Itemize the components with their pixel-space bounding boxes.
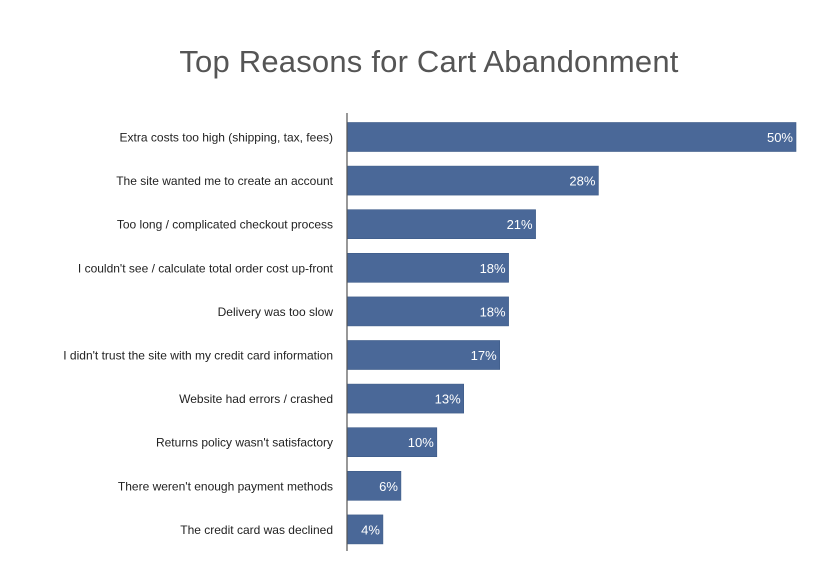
bar xyxy=(346,383,464,414)
category-label: I didn't trust the site with my credit c… xyxy=(63,349,333,363)
category-label: Delivery was too slow xyxy=(218,305,334,319)
category-label: The site wanted me to create an account xyxy=(116,174,333,188)
bar xyxy=(346,296,509,327)
category-label: Too long / complicated checkout process xyxy=(117,218,333,232)
data-label: 28% xyxy=(569,174,595,189)
bar xyxy=(346,122,797,152)
bar xyxy=(346,340,500,370)
data-label: 50% xyxy=(767,130,793,145)
category-label: Website had errors / crashed xyxy=(179,392,333,406)
bar xyxy=(346,209,536,239)
category-label: Extra costs too high (shipping, tax, fee… xyxy=(120,131,333,145)
bar xyxy=(346,427,438,458)
data-label: 21% xyxy=(507,217,533,232)
chart-title: Top Reasons for Cart Abandonment xyxy=(179,44,679,79)
category-label: There weren't enough payment methods xyxy=(118,479,333,493)
data-label: 18% xyxy=(480,304,506,319)
data-label: 6% xyxy=(379,479,398,494)
data-label: 17% xyxy=(471,348,497,363)
data-label: 18% xyxy=(480,261,506,276)
data-label: 13% xyxy=(435,392,461,407)
bar xyxy=(346,165,599,196)
category-label: I couldn't see / calculate total order c… xyxy=(78,261,334,275)
bar xyxy=(346,470,402,501)
data-label: 4% xyxy=(361,522,380,537)
bar xyxy=(346,253,509,283)
category-label: Returns policy wasn't satisfactory xyxy=(156,436,333,450)
data-label: 10% xyxy=(408,435,434,450)
category-label: The credit card was declined xyxy=(180,523,333,537)
